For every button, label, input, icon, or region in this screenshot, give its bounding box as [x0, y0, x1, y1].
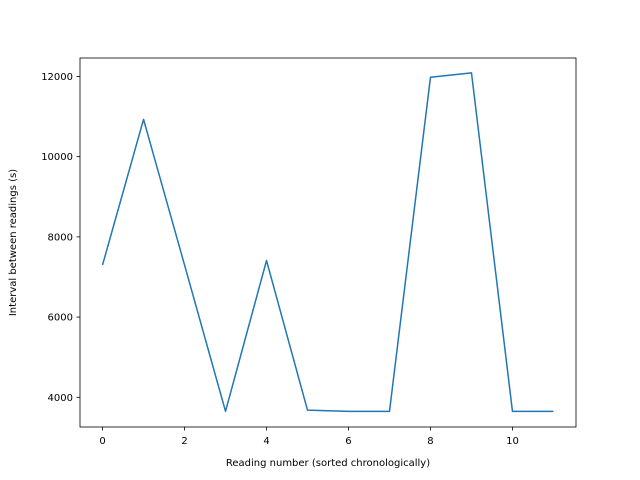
x-tick-label: 8 [427, 436, 433, 447]
x-tick-label: 6 [345, 436, 351, 447]
y-tick-label: 12000 [41, 72, 73, 83]
x-tick-label: 4 [263, 436, 269, 447]
y-axis-label: Interval between readings (s) [8, 169, 19, 316]
x-axis: 0 2 4 6 8 10 [99, 427, 519, 447]
y-tick-label: 4000 [48, 393, 73, 404]
x-axis-label: Reading number (sorted chronologically) [226, 458, 430, 469]
x-tick-label: 10 [506, 436, 519, 447]
y-axis: 4000 6000 8000 10000 12000 [41, 72, 80, 404]
plot-area [101, 72, 554, 413]
x-tick-label: 0 [99, 436, 105, 447]
x-tick-label: 2 [181, 436, 187, 447]
y-tick-label: 8000 [48, 232, 73, 243]
y-tick-label: 6000 [48, 313, 73, 324]
series-line [101, 72, 554, 413]
y-tick-label: 10000 [41, 152, 73, 163]
axes-frame [79, 57, 577, 428]
